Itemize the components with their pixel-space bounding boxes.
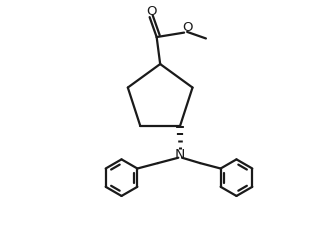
- Text: N: N: [175, 148, 185, 162]
- Text: O: O: [182, 21, 192, 34]
- Text: O: O: [146, 5, 156, 18]
